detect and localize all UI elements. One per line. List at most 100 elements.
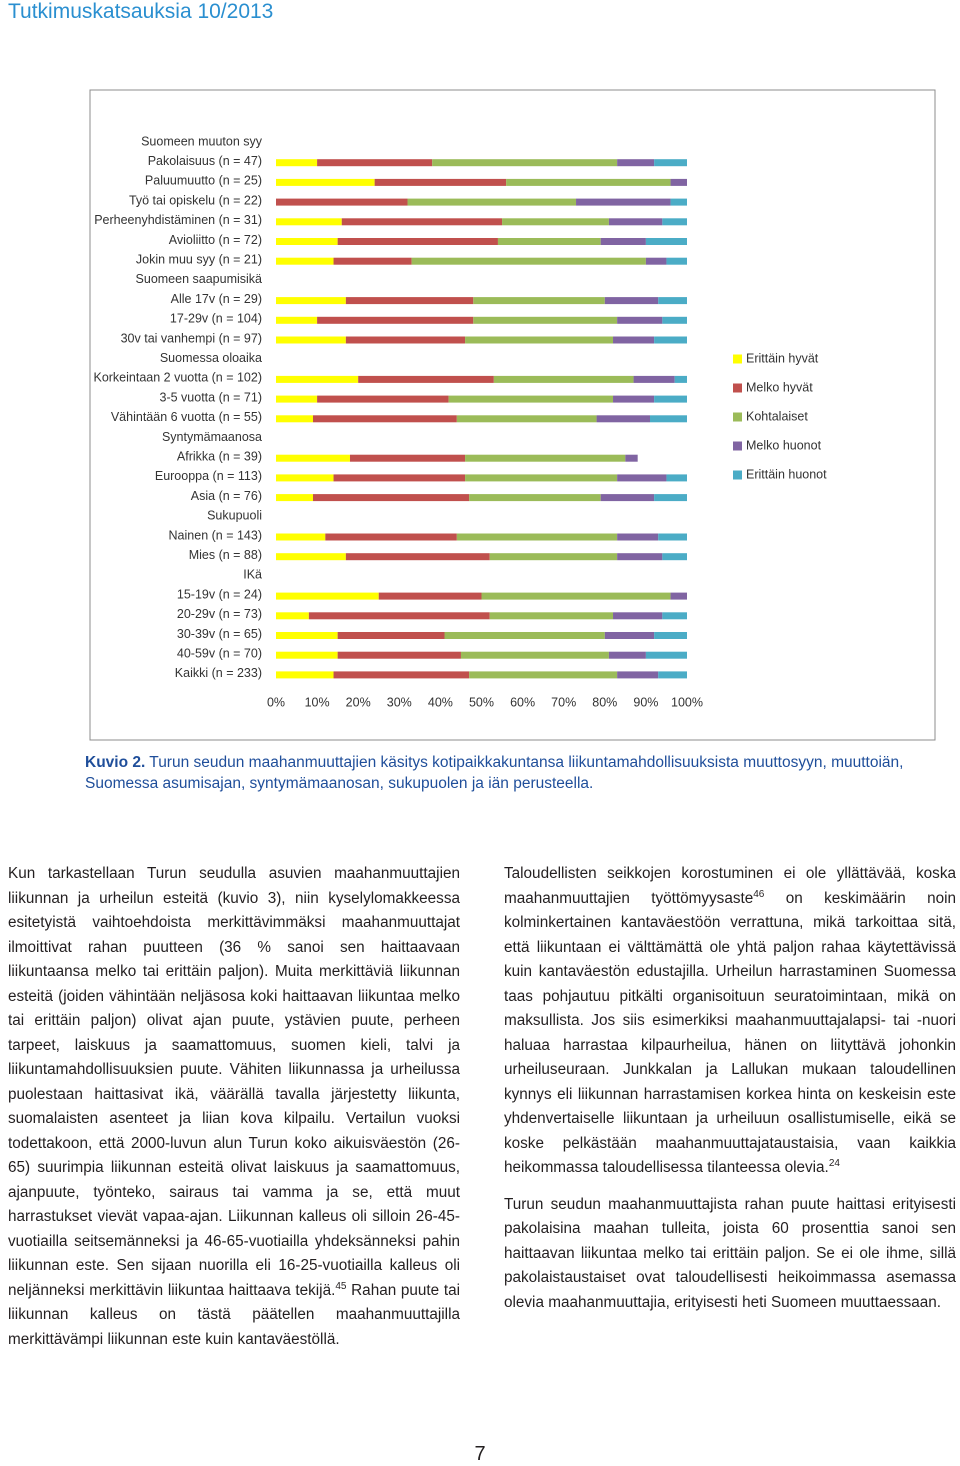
text-run: on keskimäärin noin kolminkertainen kant… <box>504 889 956 1177</box>
category-label: Eurooppa (n = 113) <box>155 469 262 483</box>
bar-segment <box>469 494 601 502</box>
bar-segment <box>465 474 618 482</box>
category-label: Vähintään 6 vuotta (n = 55) <box>111 410 262 424</box>
bar-segment <box>617 671 659 679</box>
bar-segment <box>276 375 359 383</box>
legend-swatch <box>733 412 742 422</box>
bar-segment <box>276 238 338 245</box>
bar-segment <box>276 297 346 305</box>
bar-segment <box>276 454 350 462</box>
category-label: Korkeintaan 2 vuotta (n = 102) <box>93 371 262 385</box>
bar-segment <box>276 159 318 167</box>
bar-segment <box>333 257 412 265</box>
legend-label: Melko hyvät <box>746 380 813 394</box>
bar-segment <box>276 316 318 324</box>
category-label: Syntymämaanosa <box>162 430 262 444</box>
bar-segment <box>617 533 659 541</box>
legend-label: Erittäin hyvät <box>746 351 819 365</box>
bar-segment <box>481 592 671 600</box>
bar-segment <box>333 671 470 679</box>
bar-segment <box>658 671 687 679</box>
bar-segment <box>345 553 490 561</box>
bar-segment <box>276 336 346 344</box>
bar-segment <box>276 553 346 561</box>
category-label: Alle 17v (n = 29) <box>171 292 262 306</box>
x-tick-label: 90% <box>633 695 658 709</box>
bar-segment <box>276 474 334 482</box>
bar-segment <box>337 651 461 659</box>
bar-segment <box>604 297 659 305</box>
x-tick-label: 100% <box>671 695 703 709</box>
bar-segment <box>456 415 597 423</box>
bar-segment <box>645 651 687 659</box>
bar-segment <box>654 395 687 403</box>
legend-label: Erittäin huonot <box>746 467 827 481</box>
bar-segment <box>276 533 326 541</box>
bar-segment <box>411 257 646 265</box>
footnote-ref: 24 <box>828 1157 840 1169</box>
bar-segment <box>276 415 313 423</box>
x-tick-label: 10% <box>305 695 330 709</box>
bar-segment <box>345 297 474 305</box>
category-label: Mies (n = 88) <box>189 548 262 562</box>
bar-segment <box>308 612 490 620</box>
bar-segment <box>345 336 466 344</box>
bar-segment <box>276 671 334 679</box>
bar-segment <box>604 632 655 639</box>
x-tick-label: 30% <box>387 695 412 709</box>
legend-swatch <box>733 470 742 480</box>
category-label: Perheenyhdistäminen (n = 31) <box>94 213 262 227</box>
bar-segment <box>276 257 334 265</box>
legend-swatch <box>733 354 742 364</box>
bar-segment <box>645 257 667 265</box>
bar-segment <box>608 218 663 226</box>
paragraph: Kun tarkastellaan Turun seudulla asuvien… <box>8 862 460 1352</box>
legend-label: Melko huonot <box>746 438 822 452</box>
category-label: Sukupuoli <box>207 509 262 523</box>
category-label: IKä <box>243 568 262 582</box>
bar-segment <box>276 395 318 403</box>
bar-segment <box>337 632 445 639</box>
left-column: Kun tarkastellaan Turun seudulla asuvien… <box>8 862 460 1364</box>
bar-segment <box>658 533 687 541</box>
category-label: Työ tai opiskelu (n = 22) <box>129 193 262 207</box>
bar-segment <box>576 198 671 206</box>
bar-segment <box>276 651 338 659</box>
x-tick-label: 40% <box>428 695 453 709</box>
bar-segment <box>633 375 675 383</box>
category-label: 15-19v (n = 24) <box>177 587 262 601</box>
category-label: Jokin muu syy (n = 21) <box>136 252 262 266</box>
category-label: Paluumuutto (n = 25) <box>145 174 262 188</box>
bar-segment <box>276 178 375 186</box>
bar-segment <box>617 474 667 482</box>
x-tick-label: 20% <box>346 695 371 709</box>
bar-segment <box>662 553 687 561</box>
bar-segment <box>600 494 655 502</box>
figure-caption: Kuvio 2. Turun seudun maahanmuuttajien kä… <box>85 752 945 794</box>
category-label: Asia (n = 76) <box>191 489 262 503</box>
category-label: Suomessa oloaika <box>160 351 262 365</box>
bar-segment <box>613 612 663 620</box>
bar-segment <box>489 612 614 620</box>
footnote-ref: 45 <box>335 1280 347 1292</box>
bar-segment <box>662 218 687 226</box>
bar-segment <box>312 415 457 423</box>
chart-frame <box>89 89 936 741</box>
text-run: Taloudellisten seikkojen korostuminen ei… <box>504 865 956 907</box>
bar-segment <box>276 494 313 502</box>
right-column: Taloudellisten seikkojen korostuminen ei… <box>504 862 956 1327</box>
bar-segment <box>465 336 614 344</box>
x-tick-label: 70% <box>551 695 576 709</box>
bar-segment <box>493 375 634 383</box>
bar-segment <box>325 533 457 541</box>
bar-segment <box>670 178 687 186</box>
bar-segment <box>596 415 651 423</box>
caption-text: Turun seudun maahanmuuttajien käsitys ko… <box>85 754 904 792</box>
bar-segment <box>670 198 687 206</box>
bar-segment <box>654 632 687 639</box>
x-tick-label: 0% <box>267 695 285 709</box>
bar-segment <box>666 474 687 482</box>
bar-segment <box>465 454 626 462</box>
x-tick-label: 50% <box>469 695 494 709</box>
category-label: Nainen (n = 143) <box>169 528 262 542</box>
